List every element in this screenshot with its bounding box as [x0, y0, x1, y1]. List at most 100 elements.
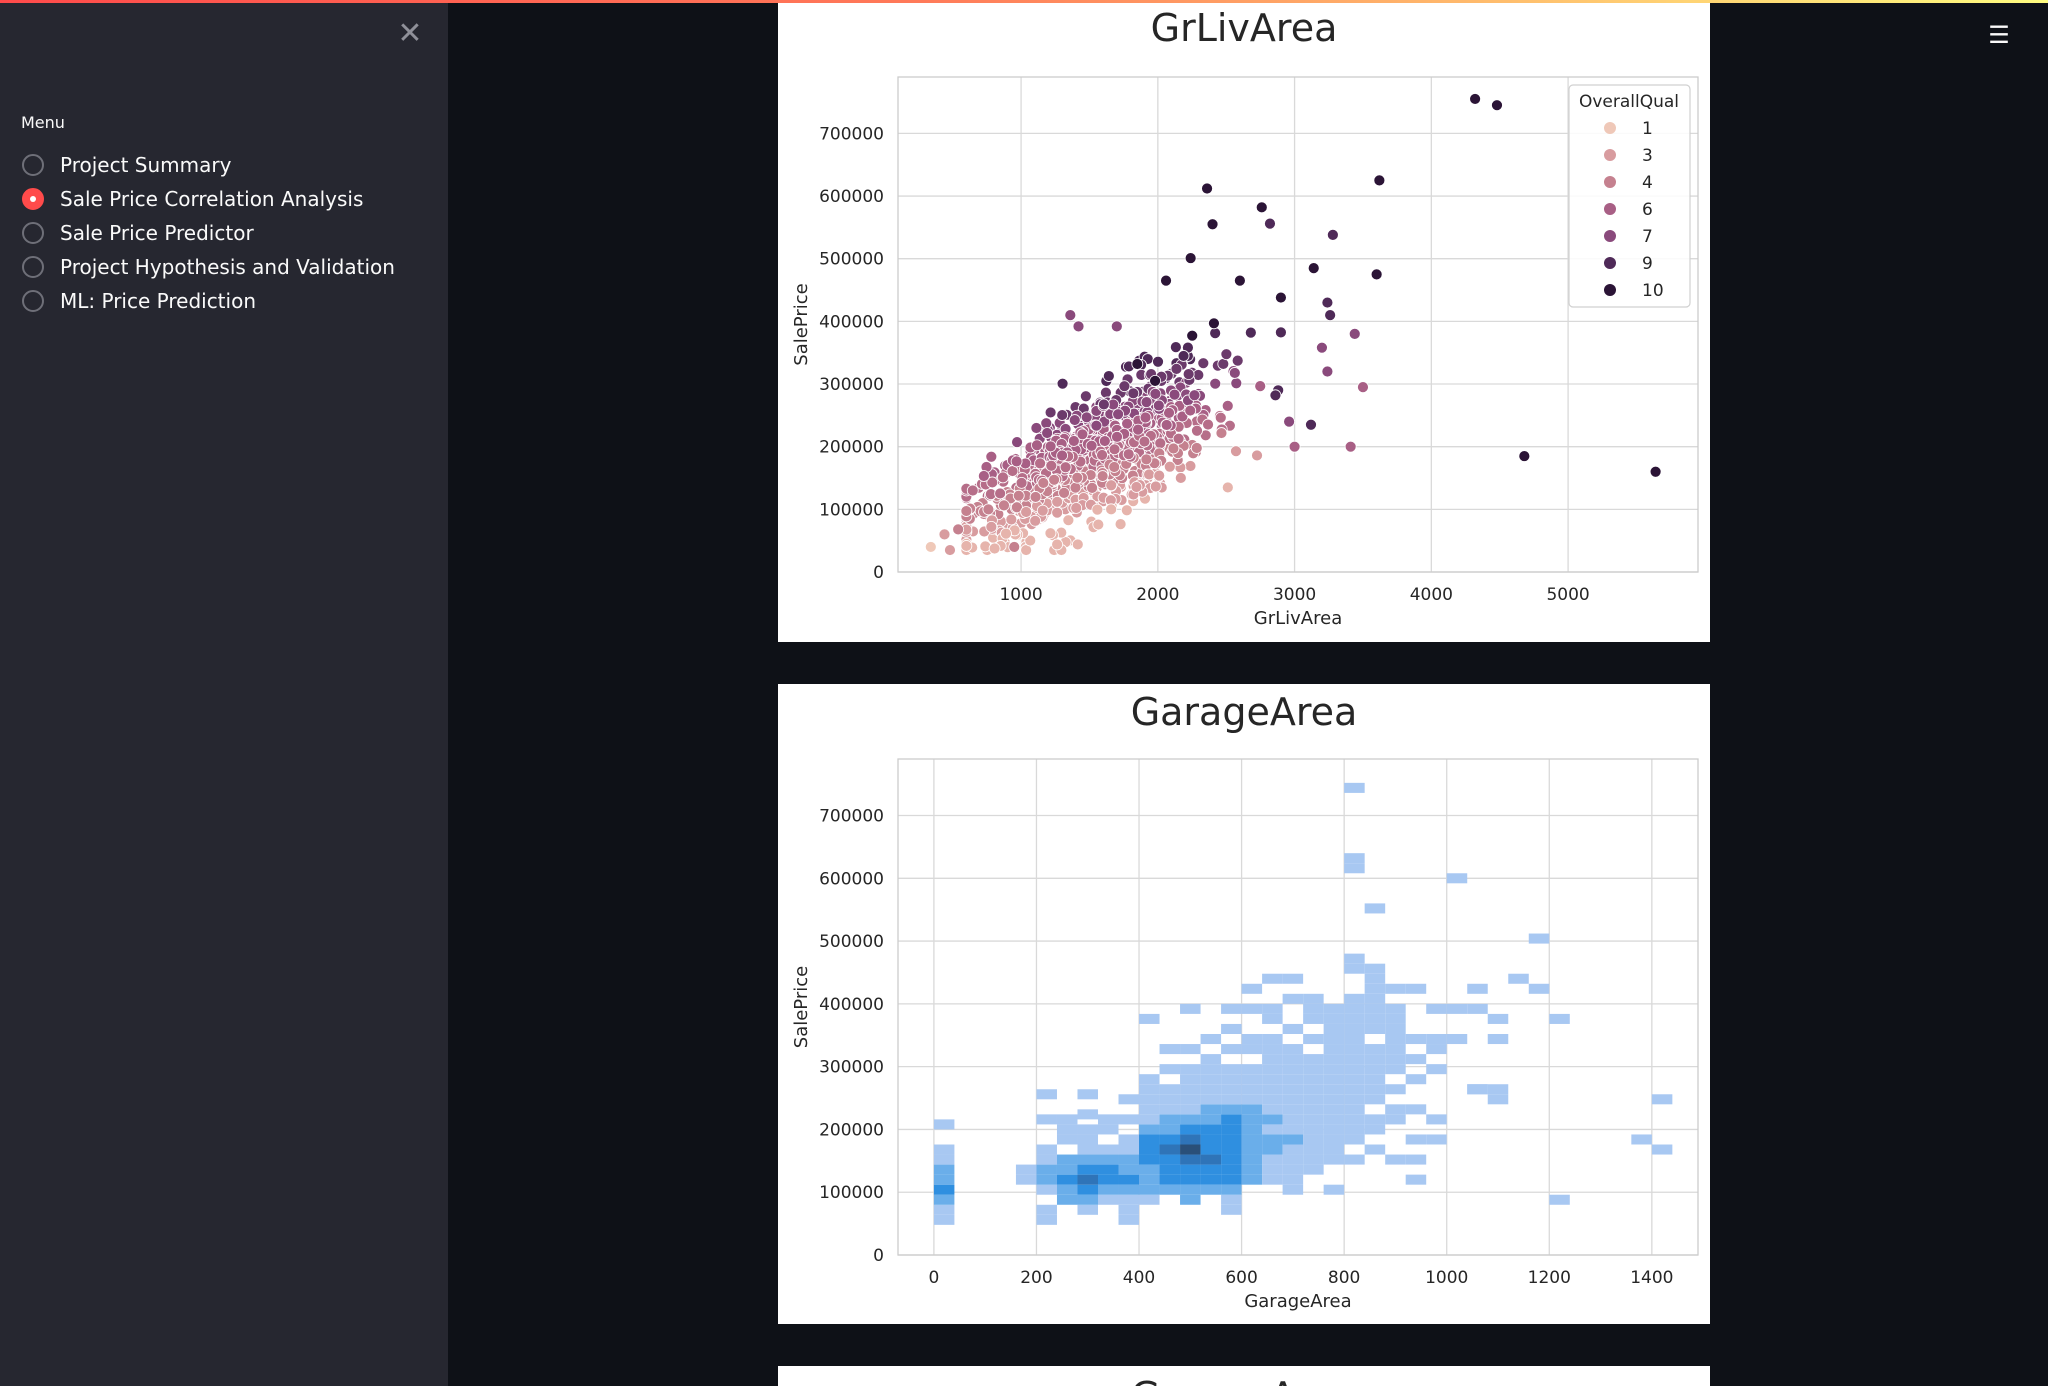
heatmap-cell — [1426, 1134, 1447, 1145]
heatmap-cell — [1180, 1174, 1201, 1185]
scatter-point — [1275, 291, 1287, 304]
heatmap-cell — [1180, 1084, 1201, 1095]
radio-unselected-icon[interactable] — [22, 256, 44, 278]
scatter-point — [1149, 374, 1161, 387]
heatmap-cell — [1036, 1204, 1057, 1215]
heatmap-cell — [1241, 1064, 1263, 1075]
heatmap-cell — [1262, 1044, 1283, 1055]
heatmap-cell — [1200, 1124, 1222, 1135]
scatter-point — [1176, 410, 1189, 423]
heatmap-cell — [1282, 1154, 1304, 1165]
heatmap-cell — [1139, 1104, 1160, 1115]
radio-unselected-icon[interactable] — [22, 290, 44, 312]
scatter-point — [1491, 99, 1503, 112]
y-tick-label: 300000 — [819, 1058, 884, 1078]
close-icon[interactable]: ✕ — [397, 16, 423, 51]
heatmap-cell — [1467, 983, 1488, 994]
heatmap-cell — [1221, 1104, 1242, 1115]
heatmap-cell — [1364, 1044, 1386, 1055]
heatmap-cell — [1282, 1164, 1304, 1175]
nav-radio-item[interactable]: Project Hypothesis and Validation — [22, 250, 395, 284]
scatter-point — [1127, 387, 1140, 400]
heatmap-cell — [1405, 1074, 1427, 1085]
scatter-point — [1152, 355, 1164, 368]
legend-marker — [1604, 122, 1616, 134]
x-tick-label: 2000 — [1136, 585, 1179, 605]
radio-selected-icon[interactable] — [22, 188, 44, 210]
heatmap-cell — [1364, 963, 1386, 974]
scatter-point — [1307, 262, 1320, 275]
hamburger-icon[interactable]: ☰ — [1988, 21, 2010, 49]
heatmap-cell — [1221, 1084, 1242, 1095]
heatmap-cell — [1180, 1074, 1201, 1085]
heatmap-cell — [1139, 1194, 1160, 1205]
heatmap-cell — [1487, 1084, 1509, 1095]
legend-marker — [1604, 176, 1616, 188]
scatter-point — [1051, 495, 1064, 508]
scatter-point — [1056, 449, 1069, 462]
scatter-point — [1096, 449, 1108, 461]
heatmap-cell — [1241, 983, 1263, 994]
scatter-point — [1163, 460, 1176, 473]
nav-radio-item[interactable]: Sale Price Predictor — [22, 216, 395, 250]
heatmap-cell — [1385, 1013, 1406, 1024]
heatmap-cell — [1282, 1054, 1304, 1065]
scatter-point — [1068, 414, 1081, 426]
scatter-point — [988, 542, 1001, 555]
scatter-point — [1163, 406, 1175, 419]
scatter-point — [1316, 341, 1328, 354]
nav-radio-item[interactable]: ML: Price Prediction — [22, 284, 395, 318]
heatmap-cell — [1405, 1134, 1427, 1145]
garagearea-histogram-plot: 0 200 400 600 800 1000 1200 1400 0 100000 200000 30… — [791, 758, 1699, 1312]
legend-marker — [1604, 149, 1616, 161]
plot-frame — [897, 758, 1699, 1256]
heatmap-cell — [1303, 1164, 1324, 1175]
scatter-point — [952, 523, 965, 536]
scatter-point — [1269, 389, 1282, 402]
chart-grlivarea-figure: GrLivArea 1000 2000 3000 4000 5000 0 100000 200… — [778, 0, 1710, 642]
scatter-point — [1370, 268, 1383, 281]
heatmap-cell — [1077, 1194, 1098, 1205]
scatter-point — [1251, 449, 1263, 462]
heatmap-cell — [1282, 1144, 1304, 1155]
heatmap-cell — [1221, 1174, 1242, 1185]
scatter-point — [1160, 274, 1172, 287]
radio-unselected-icon[interactable] — [22, 222, 44, 244]
x-tick-label: 400 — [1123, 1268, 1155, 1288]
scatter-point — [1209, 377, 1222, 390]
heatmap-cell — [1282, 993, 1304, 1004]
scatter-point — [1348, 327, 1361, 340]
radio-unselected-icon[interactable] — [22, 154, 44, 176]
heatmap-cell — [1385, 1033, 1406, 1045]
heatmap-cell — [1139, 1154, 1160, 1165]
heatmap-cell — [1056, 1154, 1078, 1165]
x-tick-label: 1000 — [999, 585, 1042, 605]
heatmap-cell — [1282, 1124, 1304, 1135]
heatmap-cell — [1118, 1214, 1140, 1225]
scatter-point — [1000, 527, 1012, 540]
scatter-point — [1244, 326, 1257, 339]
heatmap-cell — [1118, 1154, 1140, 1165]
nav-radio-item[interactable]: Sale Price Correlation Analysis — [22, 182, 395, 216]
heatmap-cell — [1036, 1114, 1057, 1125]
heatmap-cell — [1323, 1044, 1345, 1055]
scatter-point — [1197, 357, 1210, 370]
scatter-point — [1100, 386, 1112, 399]
y-tick-label: 400000 — [819, 995, 884, 1015]
heatmap-cell — [1056, 1174, 1078, 1185]
heatmap-cell — [1282, 1064, 1304, 1075]
heatmap-cell — [1180, 1124, 1201, 1135]
heatmap-cell — [1303, 1124, 1324, 1135]
heatmap-cell — [1385, 1084, 1406, 1095]
scatter-point — [1168, 388, 1181, 401]
heatmap-cell — [1303, 1033, 1324, 1045]
scatter-point — [1184, 252, 1197, 264]
scatter-point — [1130, 481, 1143, 493]
heatmap-cell — [1241, 1114, 1263, 1125]
nav-radio-item[interactable]: Project Summary — [22, 148, 395, 182]
scatter-point — [1167, 442, 1180, 455]
y-tick-label: 0 — [873, 1246, 884, 1266]
scatter-point — [1184, 460, 1197, 472]
scatter-point — [977, 470, 990, 482]
scatter-point — [1096, 470, 1109, 482]
